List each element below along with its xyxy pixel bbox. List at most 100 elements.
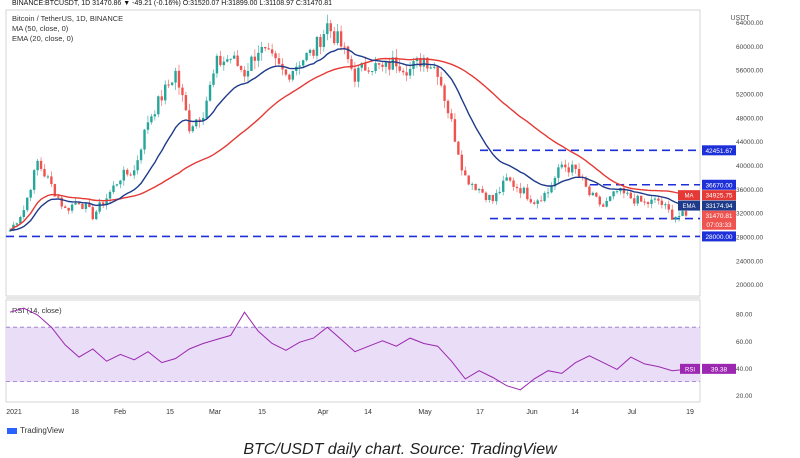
candle-body bbox=[329, 23, 332, 32]
candle-body bbox=[405, 72, 408, 76]
price-label-tag-bg bbox=[678, 200, 700, 211]
candle-body bbox=[564, 164, 567, 168]
candle-body bbox=[650, 199, 653, 204]
candle-body bbox=[260, 46, 263, 53]
candle-body bbox=[388, 61, 391, 70]
candle-body bbox=[602, 204, 605, 207]
rsi-value: 39.38 bbox=[711, 366, 728, 373]
candle-body bbox=[164, 84, 167, 101]
price-label-tag-bg bbox=[678, 190, 700, 201]
candle-body bbox=[484, 192, 488, 200]
candle-body bbox=[357, 67, 360, 82]
price-tick-label: 64000.00 bbox=[736, 20, 763, 27]
candle-body bbox=[633, 198, 636, 204]
candle-body bbox=[536, 200, 539, 204]
candle-body bbox=[60, 197, 63, 207]
candle-body bbox=[543, 192, 546, 201]
candle-body bbox=[598, 196, 601, 205]
candle-body bbox=[39, 160, 43, 169]
candle-body bbox=[467, 175, 470, 185]
price-tick-label: 44000.00 bbox=[736, 139, 763, 146]
candle-body bbox=[664, 204, 667, 206]
price-label-value: 33174.94 bbox=[705, 203, 732, 210]
ma50-line bbox=[9, 57, 687, 232]
candle-body bbox=[181, 87, 184, 96]
candle-body bbox=[301, 60, 305, 66]
candle-body bbox=[677, 215, 681, 217]
candle-body bbox=[439, 76, 443, 86]
candle-body bbox=[671, 209, 674, 220]
candle-body bbox=[367, 70, 370, 72]
candle-body bbox=[450, 113, 453, 120]
candle-body bbox=[315, 36, 319, 56]
candle-body bbox=[515, 186, 519, 189]
price-label-tag: MA bbox=[685, 194, 694, 200]
candle-body bbox=[477, 188, 481, 191]
candle-body bbox=[560, 164, 564, 168]
x-tick-label: 14 bbox=[364, 409, 372, 416]
candle-body bbox=[460, 154, 464, 171]
candle-body bbox=[26, 197, 29, 211]
candle-body bbox=[277, 58, 281, 64]
candle-body bbox=[57, 196, 60, 198]
candle-body bbox=[129, 174, 132, 176]
candle-body bbox=[222, 61, 226, 66]
candle-body bbox=[343, 46, 346, 48]
candle-body bbox=[401, 70, 405, 73]
candle-body bbox=[453, 119, 457, 142]
candle-body bbox=[546, 192, 550, 194]
candle-body bbox=[646, 202, 650, 204]
candle-body bbox=[84, 203, 88, 209]
candle-body bbox=[584, 178, 588, 187]
candle-body bbox=[336, 31, 339, 44]
candle-body bbox=[170, 82, 174, 85]
candle-body bbox=[32, 170, 36, 190]
x-tick-label: 2021 bbox=[6, 409, 22, 416]
candle-body bbox=[505, 177, 508, 181]
candle-body bbox=[326, 23, 329, 35]
price-pane bbox=[5, 9, 701, 297]
candle-body bbox=[74, 203, 77, 205]
candle-body bbox=[101, 202, 105, 206]
price-chart[interactable]: USDT 20000.00 24000.00 28000.00 32000.00 3600… bbox=[0, 0, 800, 438]
candle-body bbox=[488, 194, 491, 200]
candle-body bbox=[15, 223, 19, 225]
candle-body bbox=[608, 196, 612, 201]
candle-body bbox=[526, 187, 529, 200]
candle-body bbox=[98, 202, 101, 212]
candle-body bbox=[312, 49, 315, 56]
candle-body bbox=[422, 57, 426, 67]
candle-body bbox=[426, 57, 429, 69]
candle-body bbox=[333, 31, 336, 44]
candle-body bbox=[88, 203, 91, 208]
candle-body bbox=[481, 188, 484, 193]
candle-body bbox=[153, 114, 157, 117]
candle-body bbox=[588, 186, 591, 196]
candle-body bbox=[674, 216, 677, 220]
candle-body bbox=[339, 31, 343, 47]
candle-body bbox=[229, 58, 232, 60]
level-price-label-bg bbox=[702, 145, 736, 156]
x-tick-label: Apr bbox=[318, 409, 330, 416]
candle-body bbox=[567, 167, 570, 173]
candle-body bbox=[29, 189, 32, 198]
ema20-line bbox=[9, 47, 687, 232]
candle-body bbox=[491, 194, 495, 202]
candle-body bbox=[143, 129, 146, 150]
candle-body bbox=[519, 188, 522, 194]
candle-body bbox=[577, 168, 581, 177]
candle-body bbox=[508, 177, 512, 181]
level-price-label: 42451.67 bbox=[705, 148, 732, 155]
price-tick-label: 24000.00 bbox=[736, 258, 763, 265]
candle-body bbox=[205, 100, 208, 118]
candle-body bbox=[570, 164, 574, 173]
candle-body bbox=[250, 56, 253, 71]
price-label-value: 31470.81 bbox=[705, 213, 732, 220]
price-tick-label: 32000.00 bbox=[736, 211, 763, 218]
candle-body bbox=[70, 204, 74, 211]
price-tick-label: 60000.00 bbox=[736, 44, 763, 51]
candle-body bbox=[353, 68, 357, 82]
candle-body bbox=[195, 119, 198, 127]
candle-body bbox=[288, 74, 291, 80]
candle-body bbox=[443, 85, 446, 101]
